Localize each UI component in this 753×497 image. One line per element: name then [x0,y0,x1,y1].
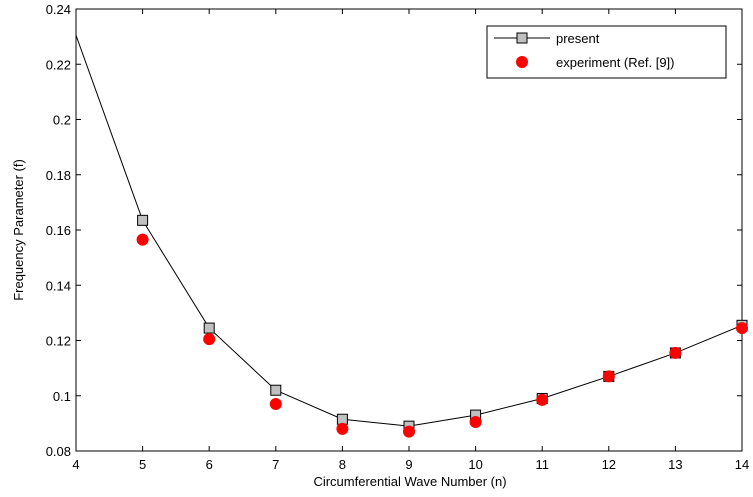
present-point [336,413,348,425]
axis-tick-labels: 4 5 6 7 8 9 10 11 12 13 14 0.08 0.1 0.12 0.14 0.16 0.18 0… [46,2,750,472]
axis-ticks [75,8,743,452]
present-point [270,384,282,396]
legend-present-marker [516,32,528,44]
experiment-point [469,415,482,428]
y-tick-label: 0.24 [46,2,71,17]
y-tick-label: 0.1 [53,389,71,404]
y-tick-label: 0.22 [46,57,71,72]
x-tick-label: 12 [602,457,616,472]
experiment-point [536,393,549,406]
x-tick-label: 11 [535,457,549,472]
x-tick-label: 5 [139,457,146,472]
y-axis-title-group: Frequency Parameter (f) [11,159,26,301]
legend-experiment-marker [516,56,528,68]
experiment-point [403,425,415,438]
y-tick-label: 0.16 [46,223,71,238]
experiment-point [269,398,282,411]
experiment-point [602,370,615,383]
x-tick-label: 6 [206,457,213,472]
series-layer [76,35,748,438]
x-tick-label: 10 [468,457,482,472]
y-tick-label: 0.12 [46,334,71,349]
x-tick-label: 4 [72,457,79,472]
experiment-point [736,322,748,335]
present-point [203,322,215,334]
y-axis-title: Frequency Parameter (f) [11,159,26,301]
legend-present-label: present [556,31,600,46]
present-point [137,214,149,226]
legend: present experiment (Ref. [9]) [486,25,727,79]
experiment-point [136,233,149,246]
experiment-point [203,333,216,346]
x-tick-label: 7 [272,457,279,472]
x-tick-label: 8 [339,457,346,472]
legend-experiment-label: experiment (Ref. [9]) [556,55,675,70]
x-tick-label: 9 [405,457,412,472]
y-tick-label: 0.08 [46,444,71,459]
y-tick-label: 0.2 [53,113,71,128]
y-tick-label: 0.18 [46,168,71,183]
experiment-point [336,422,349,435]
experiment-point [669,346,682,359]
plot-area [75,8,743,452]
x-tick-label: 13 [668,457,682,472]
x-axis-title: Circumferential Wave Number (n) [313,474,506,489]
y-tick-label: 0.14 [46,278,71,293]
x-tick-label: 14 [735,457,749,472]
